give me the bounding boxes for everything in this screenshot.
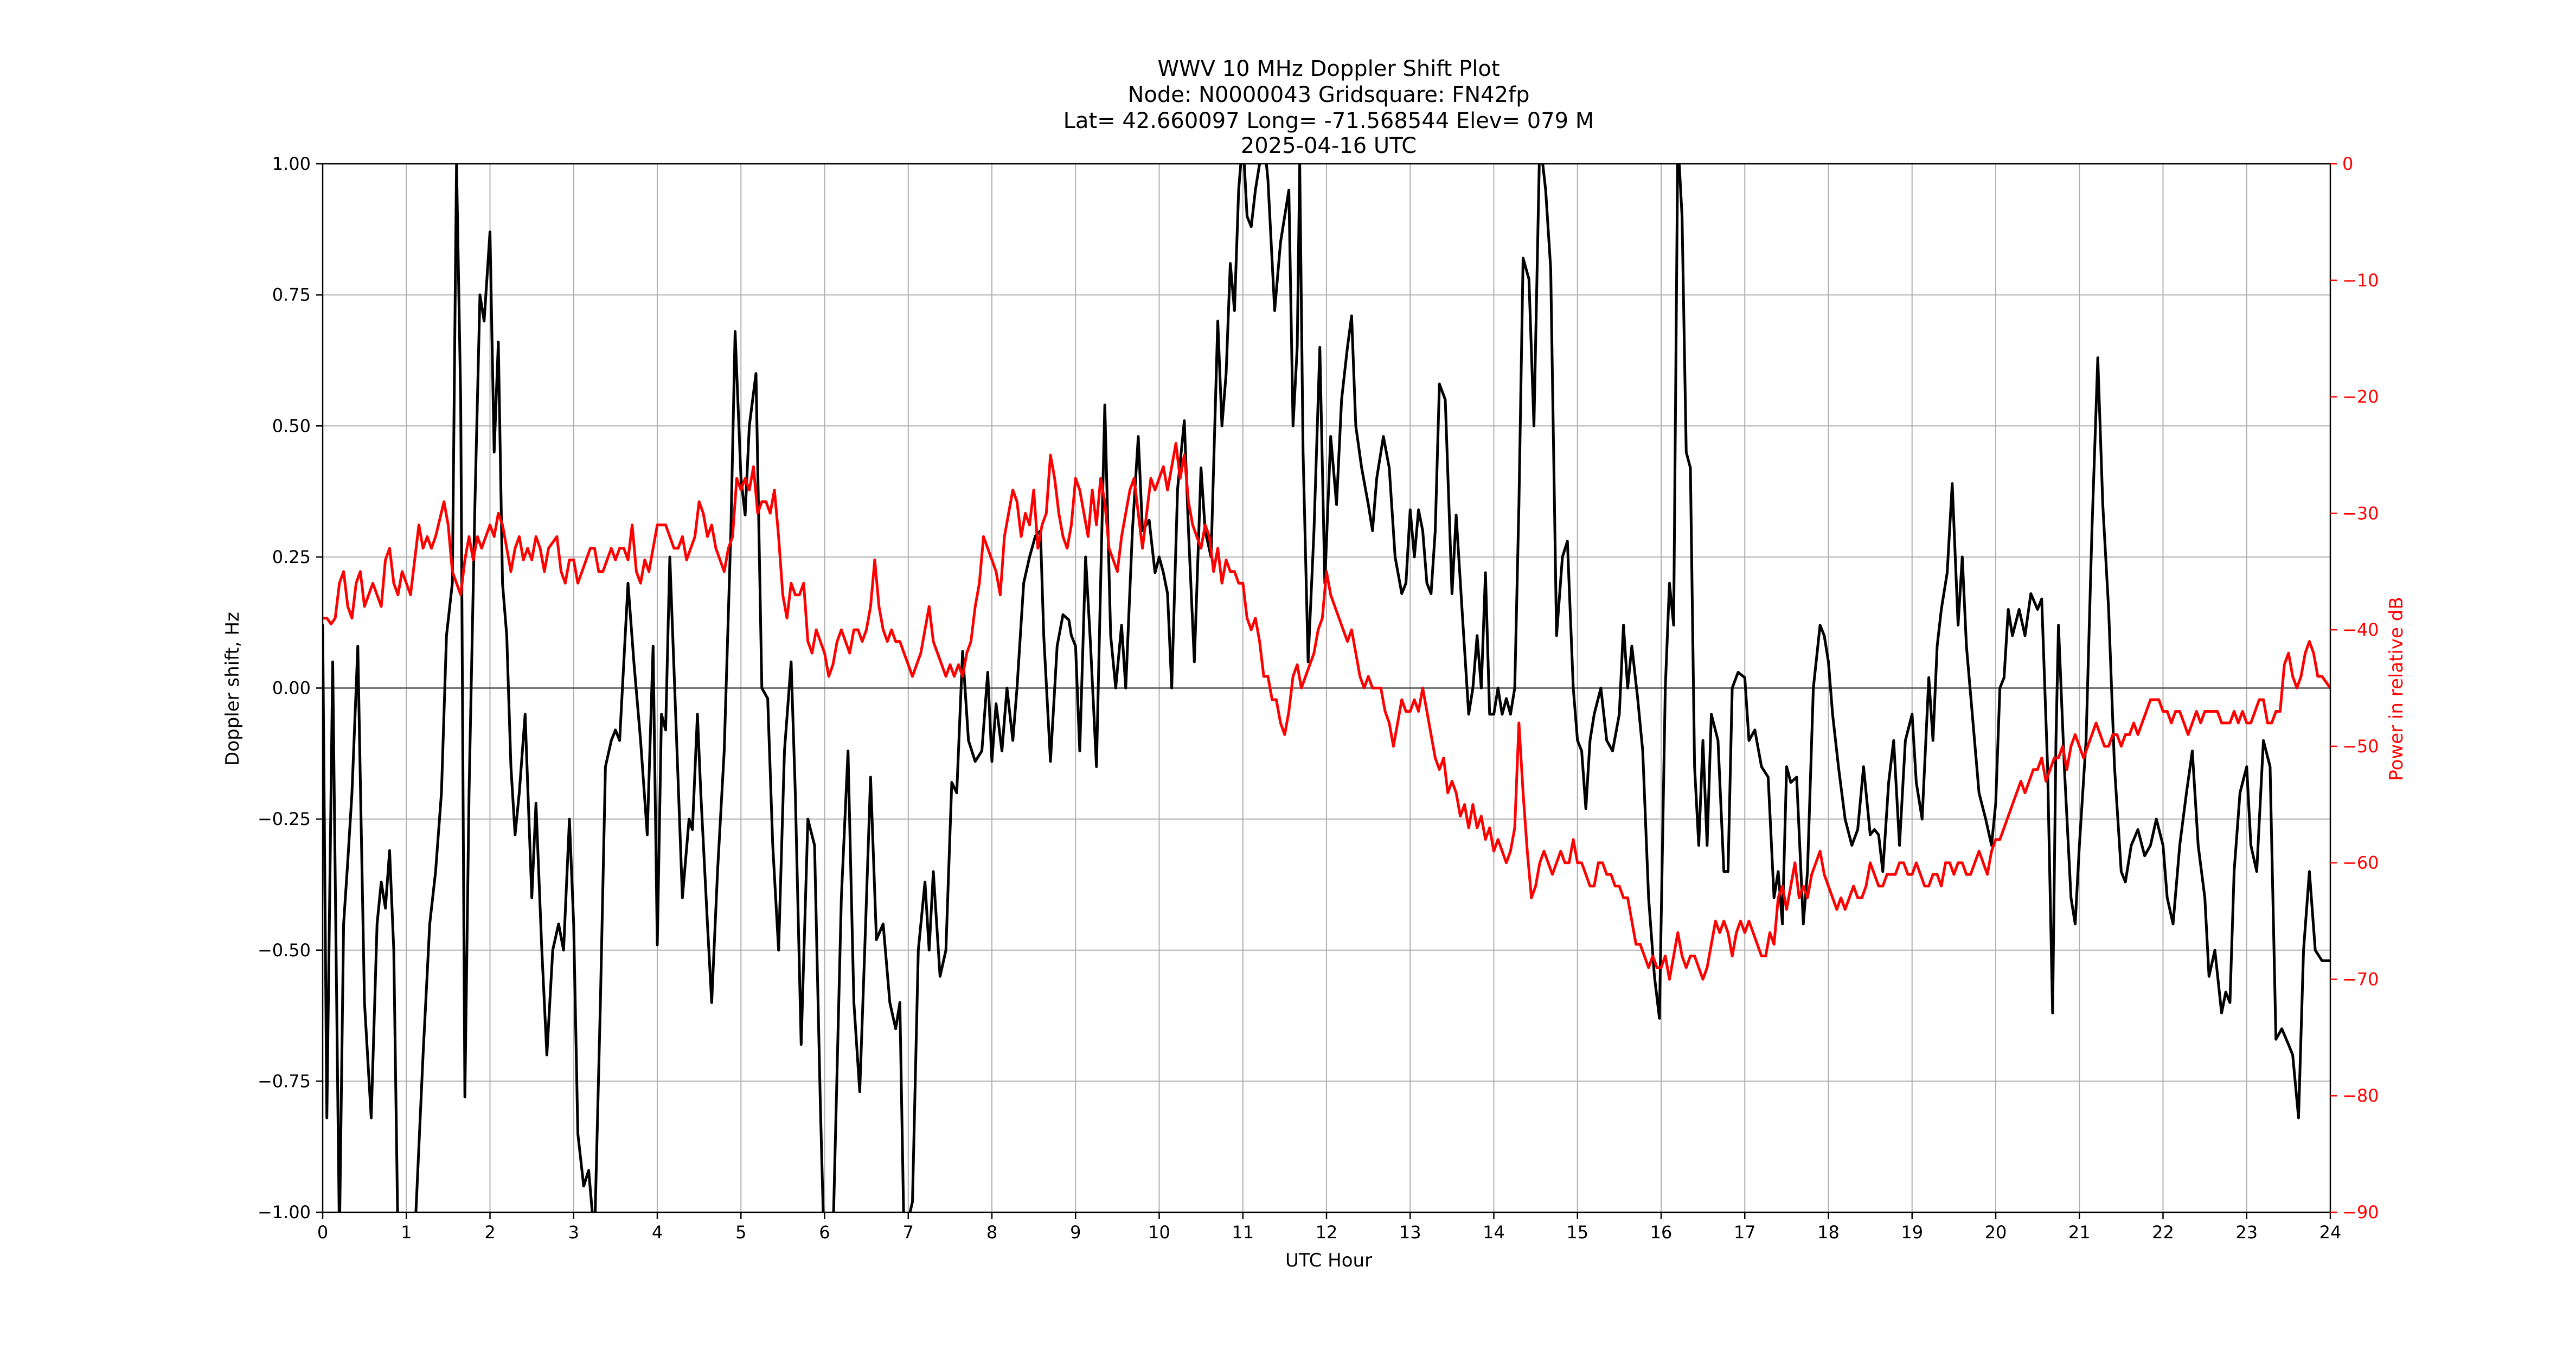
x-tick-label-13: 13 [1399, 1222, 1421, 1243]
y-tick-label-7: 0.75 [272, 285, 311, 305]
y-axis-right: 0 −10 −20 −30 −40 −50 −60 −70 −80 −90 [2330, 153, 2379, 1223]
x-tick-label-21: 21 [2068, 1222, 2091, 1243]
x-tick-label-10: 10 [1148, 1222, 1170, 1243]
chart-subtitle-location: Lat= 42.660097 Long= -71.568544 Elev= 07… [1063, 108, 1594, 133]
y2-tick-label-6: −60 [2342, 853, 2379, 873]
x-tick-label-12: 12 [1316, 1222, 1338, 1243]
x-tick-label-8: 8 [986, 1222, 997, 1243]
x-tick-label-15: 15 [1566, 1222, 1588, 1243]
x-tick-label-20: 20 [1985, 1222, 2007, 1243]
x-tick-label-2: 2 [484, 1222, 495, 1243]
y-tick-label-2: −0.50 [258, 940, 311, 961]
chart-subtitle-date: 2025-04-16 UTC [1241, 133, 1417, 158]
y-tick-label-4: 0.00 [272, 678, 311, 699]
chart-subtitle-node: Node: N0000043 Gridsquare: FN42fp [1127, 82, 1529, 107]
x-tick-label-16: 16 [1650, 1222, 1673, 1243]
x-tick-label-9: 9 [1070, 1222, 1081, 1243]
y2-tick-label-5: −50 [2342, 736, 2379, 757]
x-tick-label-19: 19 [1901, 1222, 1923, 1243]
x-axis-label: UTC Hour [1285, 1250, 1372, 1271]
y-tick-label-6: 0.50 [272, 415, 311, 436]
x-tick-label-4: 4 [652, 1222, 663, 1243]
x-tick-label-7: 7 [903, 1222, 914, 1243]
x-tick-label-23: 23 [2235, 1222, 2258, 1243]
y2-tick-label-2: −20 [2342, 387, 2379, 407]
series-layer [323, 164, 2330, 1212]
x-tick-label-22: 22 [2152, 1222, 2174, 1243]
x-tick-label-1: 1 [401, 1222, 412, 1243]
y2-axis-label: Power in relative dB [2386, 597, 2407, 781]
x-tick-label-24: 24 [2319, 1222, 2342, 1243]
y-tick-label-8: 1.00 [272, 153, 311, 174]
x-tick-label-17: 17 [1734, 1222, 1756, 1243]
y-tick-label-5: 0.25 [272, 547, 311, 567]
x-tick-label-6: 6 [819, 1222, 830, 1243]
x-tick-label-11: 11 [1232, 1222, 1254, 1243]
y-tick-label-3: −0.25 [258, 809, 311, 829]
x-tick-label-14: 14 [1483, 1222, 1505, 1243]
x-axis: 0 1 2 3 4 5 6 7 8 9 10 11 12 13 14 15 16 17 18 19 20 21 22 23 24 [317, 1212, 2342, 1243]
x-tick-label-0: 0 [317, 1222, 328, 1243]
y-tick-label-1: −0.75 [258, 1071, 311, 1091]
x-tick-label-18: 18 [1817, 1222, 1840, 1243]
chart-title: WWV 10 MHz Doppler Shift Plot [1157, 56, 1500, 81]
y-axis-left: −1.00 −0.75 −0.50 −0.25 0.00 0.25 0.50 0.75 1.00 [258, 153, 323, 1223]
x-tick-label-3: 3 [568, 1222, 579, 1243]
y2-tick-label-1: −10 [2342, 270, 2379, 291]
y-axis-label: Doppler shift, Hz [222, 612, 243, 766]
y2-tick-label-0: 0 [2342, 153, 2353, 174]
y-tick-label-0: −1.00 [258, 1202, 311, 1223]
y2-tick-label-8: −80 [2342, 1085, 2379, 1106]
x-tick-label-5: 5 [735, 1222, 746, 1243]
y2-tick-label-9: −90 [2342, 1202, 2379, 1223]
y2-tick-label-3: −30 [2342, 503, 2379, 523]
y2-tick-label-4: −40 [2342, 619, 2379, 640]
y2-tick-label-7: −70 [2342, 969, 2379, 989]
power-series-line [323, 442, 2330, 981]
doppler-series-line [323, 164, 2330, 1212]
